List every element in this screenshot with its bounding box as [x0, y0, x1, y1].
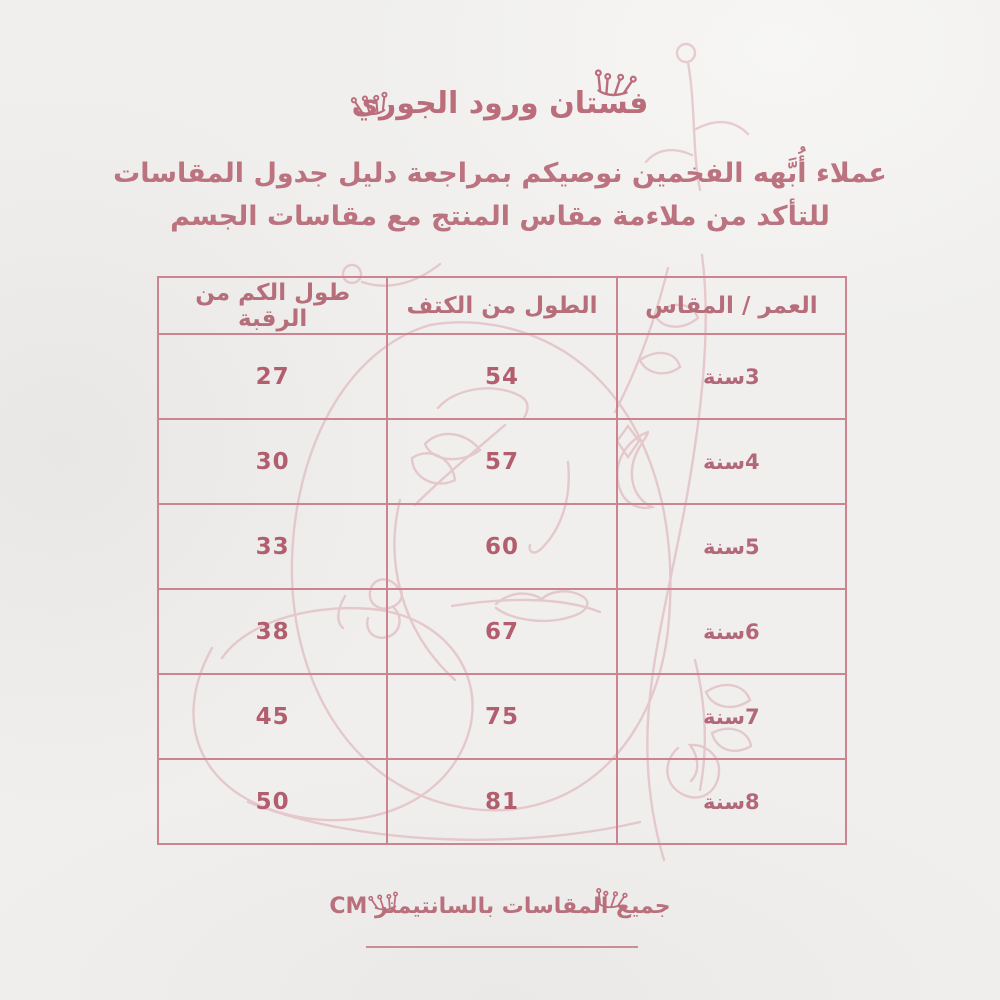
- sleeve-from-neck-cell: 33: [156, 503, 389, 590]
- intro-line-2: للتأكد من ملاءمة مقاس المنتج مع مقاسات ا…: [170, 201, 830, 232]
- age-cell: 4سنة: [615, 418, 848, 505]
- sleeve-from-neck-cell: 50: [156, 758, 389, 845]
- sleeve-from-neck-cell: 30: [156, 418, 389, 505]
- header-cell-age-size: العمر / المقاس: [615, 276, 848, 335]
- crown-doodle-icon: [362, 878, 403, 919]
- length-from-shoulder-cell: 54: [386, 333, 618, 420]
- intro-text: عملاء أُبَّهه الفخمين نوصيكم بمراجعة دلي…: [0, 152, 1000, 238]
- sleeve-from-neck-cell: 38: [156, 588, 389, 675]
- length-from-shoulder-cell: 81: [386, 758, 618, 845]
- table-row: 8سنة 81 50: [156, 758, 848, 845]
- crown-doodle-icon: [590, 874, 634, 918]
- length-from-shoulder-cell: 57: [386, 418, 618, 505]
- page-title: فستان ورود الجوري: [351, 86, 649, 121]
- age-cell: 8سنة: [615, 758, 848, 845]
- table-row: 3سنة 54 27: [156, 333, 848, 420]
- length-from-shoulder-cell: 60: [386, 503, 618, 590]
- header-cell-sleeve-from-neck: طول الكم من الرقبة: [156, 276, 389, 335]
- size-table: العمر / المقاس الطول من الكتف طول الكم م…: [156, 276, 848, 845]
- crown-doodle-icon: [344, 76, 395, 127]
- footer-note: جميع المقاسات بالسانتيمتر CM: [329, 894, 671, 919]
- table-row: 6سنة 67 38: [156, 588, 848, 675]
- header-cell-length-from-shoulder: الطول من الكتف: [386, 276, 618, 335]
- age-cell: 6سنة: [615, 588, 848, 675]
- crown-doodle-icon: [587, 51, 645, 109]
- size-table-body: 3سنة 54 27 4سنة 57 30 5سنة 60 33 6سنة 67 38 7سنة 75 45…: [156, 333, 848, 845]
- size-table-header-row: العمر / المقاس الطول من الكتف طول الكم م…: [156, 276, 848, 335]
- length-from-shoulder-cell: 67: [386, 588, 618, 675]
- length-from-shoulder-cell: 75: [386, 673, 618, 760]
- intro-line-1: عملاء أُبَّهه الفخمين نوصيكم بمراجعة دلي…: [113, 158, 887, 189]
- sleeve-from-neck-cell: 45: [156, 673, 389, 760]
- age-cell: 5سنة: [615, 503, 848, 590]
- sleeve-from-neck-cell: 27: [156, 333, 389, 420]
- table-row: 7سنة 75 45: [156, 673, 848, 760]
- age-cell: 7سنة: [615, 673, 848, 760]
- table-row: 4سنة 57 30: [156, 418, 848, 505]
- age-cell: 3سنة: [615, 333, 848, 420]
- table-row: 5سنة 60 33: [156, 503, 848, 590]
- footer-divider: [366, 946, 638, 948]
